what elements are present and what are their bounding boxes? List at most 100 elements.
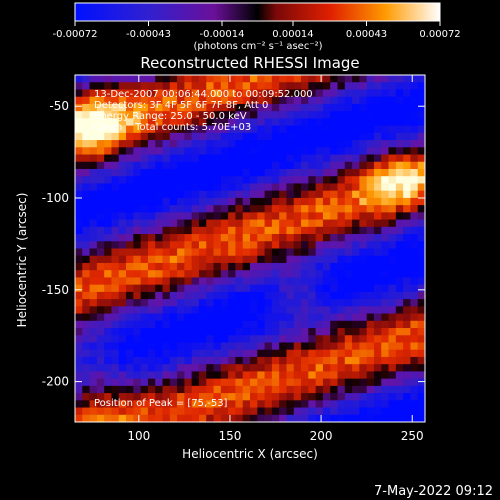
heatmap-cell bbox=[104, 255, 112, 264]
heatmap-cell bbox=[133, 190, 142, 199]
heatmap-cell bbox=[104, 96, 112, 105]
heatmap-cell bbox=[75, 262, 83, 271]
heatmap-cell bbox=[337, 284, 346, 293]
heatmap-cell bbox=[206, 241, 214, 249]
heatmap-cell bbox=[337, 364, 346, 372]
heatmap-cell bbox=[82, 75, 90, 83]
heatmap-cell bbox=[250, 385, 258, 394]
heatmap-cell bbox=[89, 414, 98, 422]
heatmap-cell bbox=[213, 400, 222, 408]
heatmap-cell bbox=[75, 96, 83, 105]
heatmap-cell bbox=[257, 234, 265, 242]
heatmap-cell bbox=[198, 270, 207, 278]
heatmap-cell bbox=[126, 82, 134, 90]
heatmap-cell bbox=[352, 140, 360, 148]
heatmap-cell bbox=[279, 248, 287, 257]
heatmap-cell bbox=[162, 248, 171, 257]
heatmap-cell bbox=[344, 262, 353, 271]
heatmap-cell bbox=[301, 176, 309, 184]
heatmap-cell bbox=[271, 414, 280, 422]
heatmap-cell bbox=[359, 212, 368, 220]
heatmap-cell bbox=[96, 219, 105, 228]
heatmap-cell bbox=[417, 262, 425, 271]
heatmap-cell bbox=[198, 291, 207, 300]
heatmap-cell bbox=[286, 111, 295, 119]
heatmap-cell bbox=[206, 96, 214, 105]
heatmap-cell bbox=[250, 320, 258, 329]
heatmap-cell bbox=[155, 118, 163, 127]
heatmap-cell bbox=[155, 335, 163, 343]
heatmap-cell bbox=[315, 255, 324, 264]
heatmap-cell bbox=[191, 335, 200, 343]
heatmap-cell bbox=[250, 356, 258, 365]
heatmap-cell bbox=[140, 147, 149, 155]
heatmap-cell bbox=[126, 154, 134, 163]
heatmap-cell bbox=[133, 82, 142, 90]
heatmap-cell bbox=[206, 161, 214, 170]
heatmap-cell bbox=[264, 226, 273, 235]
heatmap-cell bbox=[133, 96, 142, 105]
heatmap-cell bbox=[133, 255, 142, 264]
heatmap-cell bbox=[359, 299, 368, 307]
heatmap-cell bbox=[301, 82, 309, 90]
heatmap-cell bbox=[96, 190, 105, 199]
heatmap-cell bbox=[242, 335, 251, 343]
heatmap-cell bbox=[373, 248, 382, 257]
heatmap-cell bbox=[366, 140, 375, 148]
heatmap-cell bbox=[140, 328, 149, 336]
heatmap-cell bbox=[162, 147, 171, 155]
heatmap-cell bbox=[337, 313, 346, 322]
heatmap-cell bbox=[344, 277, 353, 286]
heatmap-cell bbox=[373, 241, 382, 249]
heatmap-cell bbox=[257, 183, 265, 192]
heatmap-cell bbox=[395, 342, 404, 351]
heatmap-cell bbox=[162, 364, 171, 372]
heatmap-cell bbox=[410, 219, 419, 228]
heatmap-cell bbox=[257, 168, 265, 177]
heatmap-cell bbox=[140, 393, 149, 401]
heatmap-cell bbox=[264, 118, 273, 127]
heatmap-cell bbox=[133, 364, 142, 372]
heatmap-cell bbox=[410, 277, 419, 286]
heatmap-cell bbox=[191, 183, 200, 192]
heatmap-cell bbox=[126, 393, 134, 401]
heatmap-cell bbox=[366, 234, 375, 242]
heatmap-cell bbox=[330, 111, 338, 119]
heatmap-cell bbox=[403, 342, 411, 351]
heatmap-cell bbox=[169, 262, 178, 271]
heatmap-cell bbox=[388, 313, 397, 322]
heatmap-cell bbox=[147, 248, 156, 257]
heatmap-cell bbox=[315, 364, 324, 372]
heatmap-cell bbox=[126, 219, 134, 228]
heatmap-cell bbox=[301, 75, 309, 83]
heatmap-cell bbox=[184, 349, 193, 358]
heatmap-cell bbox=[104, 82, 112, 90]
heatmap-cell bbox=[96, 284, 105, 293]
heatmap-cell bbox=[315, 111, 324, 119]
heatmap-cell bbox=[75, 393, 83, 401]
heatmap-cell bbox=[315, 277, 324, 286]
heatmap-cell bbox=[228, 371, 236, 380]
heatmap-cell bbox=[96, 306, 105, 314]
heatmap-cell bbox=[213, 111, 222, 119]
heatmap-cell bbox=[118, 371, 127, 380]
heatmap-cell bbox=[279, 385, 287, 394]
heatmap-cell bbox=[177, 313, 185, 322]
heatmap-cell bbox=[162, 111, 171, 119]
heatmap-cell bbox=[235, 190, 244, 199]
heatmap-cell bbox=[271, 154, 280, 163]
heatmap-cell bbox=[410, 168, 419, 177]
heatmap-cell bbox=[308, 125, 317, 134]
heatmap-cell bbox=[352, 393, 360, 401]
heatmap-cell bbox=[257, 125, 265, 134]
heatmap-cell bbox=[373, 328, 382, 336]
heatmap-cell bbox=[322, 364, 331, 372]
heatmap-cell bbox=[235, 335, 244, 343]
heatmap-cell bbox=[198, 168, 207, 177]
heatmap-cell bbox=[96, 147, 105, 155]
plot-annotations: 13-Dec-2007 00:06:44.000 to 00:09:52.000… bbox=[94, 89, 313, 409]
heatmap-cell bbox=[250, 393, 258, 401]
heatmap-cell bbox=[293, 306, 302, 314]
heatmap-cell bbox=[126, 284, 134, 293]
heatmap-cell bbox=[395, 371, 404, 380]
